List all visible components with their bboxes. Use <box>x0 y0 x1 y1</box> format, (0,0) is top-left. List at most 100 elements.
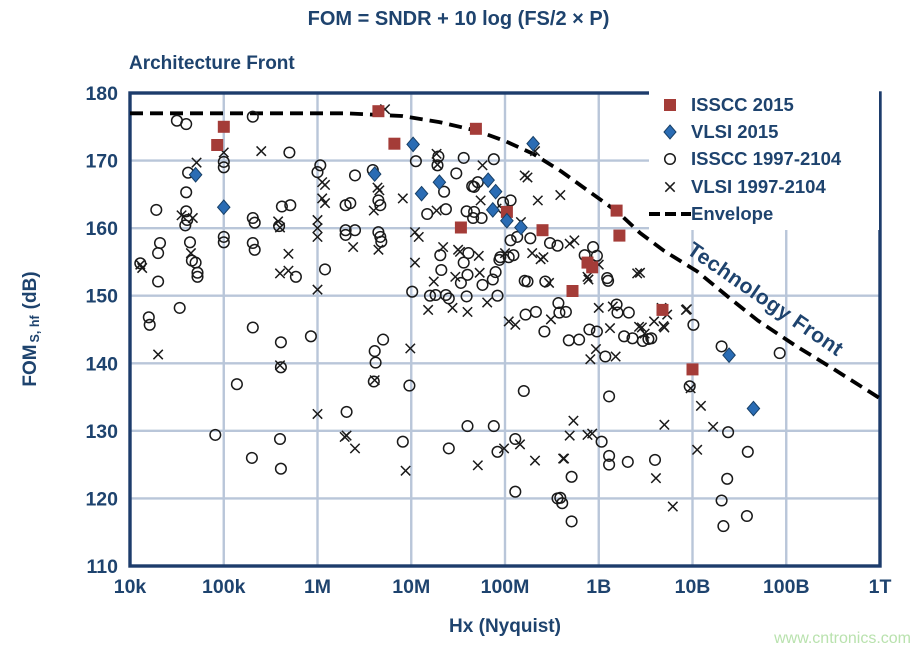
point-circle <box>283 146 296 159</box>
point-x <box>405 343 416 354</box>
point-diamond <box>414 185 429 202</box>
point-circle <box>517 384 530 398</box>
y-tick-label: 160 <box>85 218 118 240</box>
point-circle <box>368 345 381 358</box>
point-circle <box>487 420 500 433</box>
point-x <box>631 268 643 279</box>
point-circle <box>217 161 230 174</box>
x-tick-label: 100B <box>763 576 810 598</box>
point-circle <box>344 197 357 210</box>
point-circle <box>554 491 567 504</box>
point-x <box>472 460 484 471</box>
point-circle <box>551 239 564 252</box>
point-x <box>514 439 526 450</box>
point-x <box>347 241 359 253</box>
point-circle <box>599 350 612 363</box>
x-tick-label: 100M <box>481 576 530 598</box>
point-circle <box>642 332 655 346</box>
point-circle <box>439 203 452 216</box>
point-circle <box>153 236 167 250</box>
point-circle <box>377 333 390 346</box>
plot-border <box>128 91 882 568</box>
x-tick-label: 1B <box>586 576 611 598</box>
legend-marker <box>649 98 691 112</box>
point-x <box>432 159 443 170</box>
legend-item-diamond: VLSI 2015 <box>649 118 879 145</box>
point-x <box>413 231 424 243</box>
y-tick-label: 140 <box>85 353 118 375</box>
point-x <box>431 148 442 160</box>
architecture-front-annotation: Architecture Front <box>129 53 295 74</box>
point-circle <box>556 497 569 510</box>
point-circle <box>403 379 416 392</box>
point-square <box>372 105 385 118</box>
y-tick-label: 170 <box>85 151 118 173</box>
point-circle <box>524 232 537 245</box>
point-circle <box>152 247 165 260</box>
point-circle <box>573 333 586 346</box>
point-circle <box>504 234 517 247</box>
point-square <box>566 285 579 297</box>
point-circle <box>248 243 261 256</box>
point-x <box>685 383 696 394</box>
point-circle <box>367 375 380 388</box>
point-circle <box>565 470 578 483</box>
envelope-path <box>130 111 882 401</box>
point-circle <box>611 306 624 319</box>
point-square <box>388 137 401 150</box>
point-circle <box>289 270 302 283</box>
point-x <box>185 247 197 259</box>
point-circle <box>134 257 147 270</box>
point-circle <box>348 169 362 182</box>
point-x <box>312 284 323 295</box>
point-x <box>650 472 662 484</box>
point-circle <box>565 515 578 528</box>
point-circle <box>274 336 287 349</box>
point-x <box>312 408 323 420</box>
point-x <box>529 455 541 466</box>
point-square <box>686 363 699 376</box>
point-x <box>568 415 579 426</box>
point-circle <box>180 118 193 131</box>
point-x <box>585 354 596 365</box>
point-diamond <box>722 347 736 364</box>
legend-diamond-icon <box>663 124 677 140</box>
point-circle <box>434 249 447 262</box>
point-circle <box>217 230 230 243</box>
point-circle <box>246 321 259 334</box>
legend-x-icon <box>664 181 676 193</box>
point-x <box>176 210 187 221</box>
point-circle <box>230 378 243 391</box>
point-circle <box>618 330 631 343</box>
series-vlsi-2015 <box>188 135 761 417</box>
point-circle <box>304 330 317 343</box>
point-circle <box>217 236 230 249</box>
point-circle <box>509 432 522 446</box>
point-circle <box>246 236 259 250</box>
point-circle <box>431 159 444 172</box>
point-x <box>695 400 707 412</box>
legend-label: VLSI 2015 <box>691 121 779 143</box>
point-circle <box>274 462 287 475</box>
point-square <box>586 261 599 274</box>
point-x <box>437 241 449 253</box>
point-x <box>136 262 148 274</box>
point-circle <box>722 426 735 439</box>
point-diamond <box>188 166 203 183</box>
point-circle <box>450 167 463 180</box>
chart-title: FOM = SNDR + 10 log (FS/2 × P) <box>307 8 610 30</box>
point-circle <box>314 159 327 172</box>
point-circle <box>562 334 575 347</box>
legend-square-icon <box>664 98 676 111</box>
point-square <box>454 221 467 234</box>
point-circle <box>180 186 193 199</box>
point-x <box>636 322 648 333</box>
point-square <box>536 224 549 237</box>
point-circle <box>339 228 352 241</box>
point-circle <box>741 445 754 458</box>
x-tick-label: 10M <box>392 576 430 598</box>
point-circle <box>590 249 603 262</box>
point-x <box>634 267 646 278</box>
point-circle <box>502 251 515 264</box>
